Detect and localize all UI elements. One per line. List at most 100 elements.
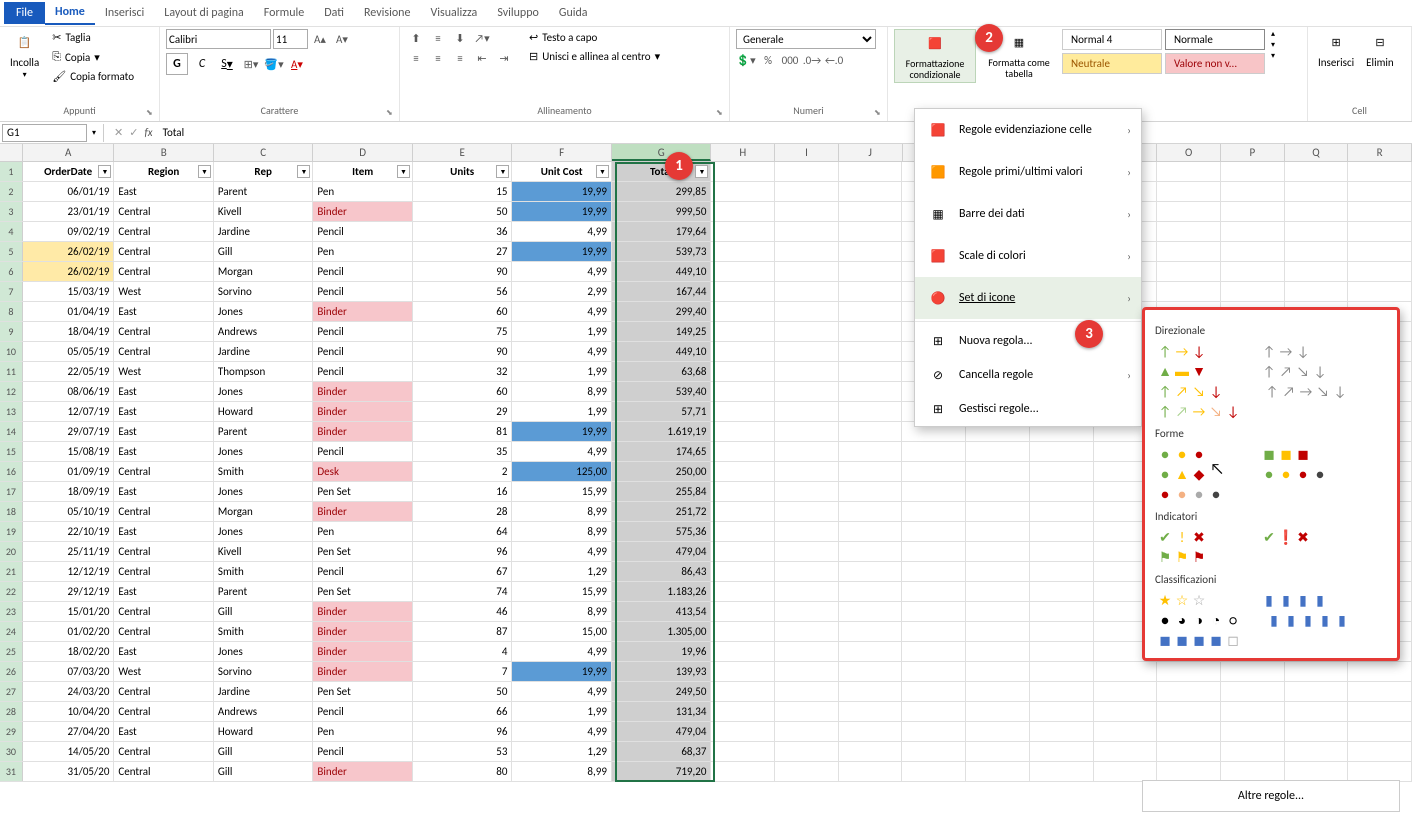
cell[interactable]	[711, 622, 775, 641]
cell[interactable]	[839, 422, 903, 441]
cancel-formula-icon[interactable]: ✕	[114, 126, 123, 139]
cell[interactable]	[1285, 702, 1349, 721]
cell[interactable]	[1221, 762, 1285, 781]
cell[interactable]	[775, 162, 839, 181]
cell[interactable]	[1285, 162, 1349, 181]
cell[interactable]	[839, 642, 903, 661]
cell[interactable]	[1221, 202, 1285, 221]
filter-arrow-icon[interactable]: ▼	[496, 165, 509, 178]
cell[interactable]: 15,99	[512, 582, 612, 601]
font-color-button[interactable]: A▾	[287, 55, 307, 73]
cell[interactable]: Pencil	[313, 342, 413, 361]
cell[interactable]	[902, 442, 966, 461]
group-launcher-carattere[interactable]: ⬊	[386, 108, 396, 118]
cell[interactable]	[775, 682, 839, 701]
style-normal4[interactable]: Normal 4	[1062, 29, 1162, 50]
fill-color-button[interactable]: 🪣▾	[264, 55, 284, 73]
cell[interactable]: 575,36	[612, 522, 712, 541]
cell[interactable]	[711, 482, 775, 501]
cell[interactable]	[966, 502, 1030, 521]
row-header[interactable]: 14	[0, 422, 23, 441]
conditional-formatting-button[interactable]: 🟥 Formattazione condizionale	[894, 29, 976, 83]
cell[interactable]	[775, 222, 839, 241]
cell[interactable]	[711, 702, 775, 721]
row-header[interactable]: 6	[0, 262, 23, 281]
cell[interactable]: Binder	[313, 762, 413, 781]
cell[interactable]: Jones	[214, 302, 314, 321]
cell[interactable]	[839, 562, 903, 581]
col-header-F[interactable]: F	[512, 144, 612, 161]
cell[interactable]	[902, 522, 966, 541]
cell[interactable]	[775, 622, 839, 641]
cell[interactable]: 7	[413, 662, 513, 681]
cell[interactable]	[839, 182, 903, 201]
font-size-select[interactable]	[273, 29, 308, 49]
cell[interactable]: Thompson	[214, 362, 314, 381]
cell[interactable]: Pen Set	[313, 682, 413, 701]
cell[interactable]	[1094, 682, 1158, 701]
cell[interactable]	[711, 262, 775, 281]
cell[interactable]	[775, 482, 839, 501]
cell[interactable]: 4,99	[512, 442, 612, 461]
cell[interactable]	[1030, 502, 1094, 521]
cell[interactable]: 250,00	[612, 462, 712, 481]
tab-guida[interactable]: Guida	[549, 2, 598, 24]
row-header[interactable]: 13	[0, 402, 23, 421]
cell[interactable]: 24/03/20	[23, 682, 115, 701]
row-header[interactable]: 5	[0, 242, 23, 261]
row-header[interactable]: 11	[0, 362, 23, 381]
cell[interactable]: 87	[413, 622, 513, 641]
cell[interactable]: West	[114, 662, 214, 681]
cell[interactable]	[1030, 702, 1094, 721]
cell[interactable]	[1157, 222, 1221, 241]
cell[interactable]	[966, 742, 1030, 761]
cell[interactable]: East	[114, 582, 214, 601]
iconset-3traffic-lights[interactable]: ●●●	[1155, 444, 1209, 464]
cell[interactable]	[1030, 462, 1094, 481]
cell[interactable]: 1,29	[512, 742, 612, 761]
row-header[interactable]: 24	[0, 622, 23, 641]
cell[interactable]: 27/04/20	[23, 722, 115, 741]
table-header[interactable]: Unit Cost▼	[512, 162, 612, 181]
cell[interactable]	[902, 502, 966, 521]
cell[interactable]: Pen	[313, 182, 413, 201]
cell[interactable]	[775, 422, 839, 441]
cell[interactable]	[1348, 762, 1412, 781]
cell[interactable]	[839, 722, 903, 741]
cell[interactable]: 01/02/20	[23, 622, 115, 641]
cell[interactable]: 50	[413, 202, 513, 221]
cell[interactable]	[839, 442, 903, 461]
cell[interactable]: Binder	[313, 502, 413, 521]
cell[interactable]: Gill	[214, 602, 314, 621]
cell[interactable]: Howard	[214, 722, 314, 741]
cell[interactable]	[711, 302, 775, 321]
cell[interactable]	[1285, 222, 1349, 241]
cell[interactable]	[1285, 182, 1349, 201]
delete-cells-button[interactable]: ⊟ Elimin	[1362, 29, 1398, 71]
cell[interactable]: 19,99	[512, 662, 612, 681]
cell[interactable]: 75	[413, 322, 513, 341]
cell[interactable]: Morgan	[214, 262, 314, 281]
tab-inserisci[interactable]: Inserisci	[95, 2, 154, 24]
cell[interactable]: 14/05/20	[23, 742, 115, 761]
filter-arrow-icon[interactable]: ▼	[297, 165, 310, 178]
cell[interactable]: 10/04/20	[23, 702, 115, 721]
table-header[interactable]: Item▼	[313, 162, 413, 181]
cell[interactable]	[966, 662, 1030, 681]
cell[interactable]: Jones	[214, 382, 314, 401]
cell[interactable]	[1030, 642, 1094, 661]
cell[interactable]: Central	[114, 742, 214, 761]
cf-top-bottom-rules[interactable]: 🟧Regole primi/ultimi valori›	[915, 151, 1141, 193]
cell[interactable]	[839, 502, 903, 521]
cf-icon-sets[interactable]: 🔴Set di icone›	[915, 277, 1141, 319]
cell[interactable]: Jardine	[214, 222, 314, 241]
cell[interactable]	[966, 642, 1030, 661]
name-box-dropdown-icon[interactable]: ▾	[89, 128, 99, 138]
cell[interactable]: 64	[413, 522, 513, 541]
cell[interactable]: Binder	[313, 402, 413, 421]
font-name-select[interactable]	[166, 29, 271, 49]
paste-button[interactable]: 📋 Incolla ▾	[6, 29, 43, 82]
copy-button[interactable]: ⎘Copia ▾	[47, 48, 139, 66]
decrease-font-icon[interactable]: A▾	[332, 30, 352, 48]
cell[interactable]	[711, 582, 775, 601]
